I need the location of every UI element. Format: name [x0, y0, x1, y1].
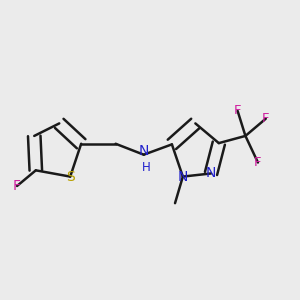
Text: N: N [178, 169, 188, 184]
Text: H: H [142, 161, 151, 174]
Text: S: S [66, 169, 75, 184]
Text: F: F [13, 179, 21, 193]
Text: F: F [234, 104, 242, 117]
Text: F: F [262, 112, 269, 125]
Text: N: N [139, 144, 149, 158]
Text: F: F [254, 156, 262, 169]
Text: N: N [206, 167, 216, 181]
